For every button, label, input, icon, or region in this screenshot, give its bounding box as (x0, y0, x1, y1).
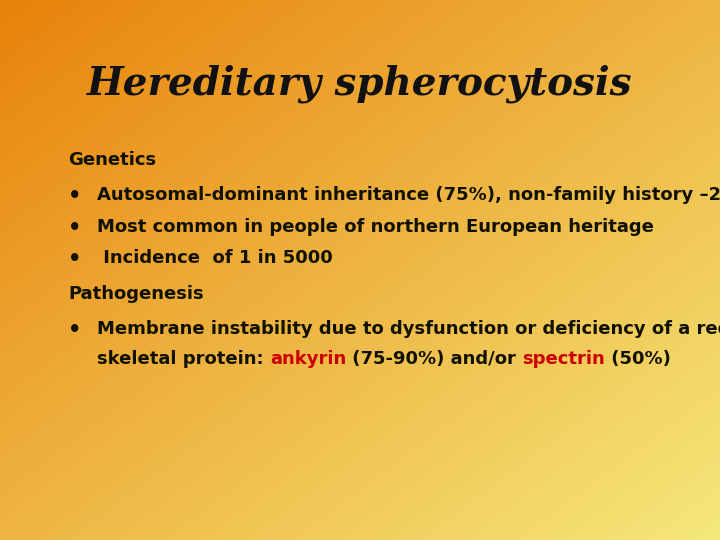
Text: Hereditary spherocytosis: Hereditary spherocytosis (87, 65, 633, 103)
Text: skeletal protein:: skeletal protein: (97, 350, 270, 368)
Text: (50%): (50%) (606, 350, 671, 368)
Text: •: • (68, 320, 82, 340)
Text: spectrin: spectrin (523, 350, 606, 368)
Text: Autosomal-dominant inheritance (75%), non-family history –25%: Autosomal-dominant inheritance (75%), no… (97, 186, 720, 204)
Text: •: • (68, 186, 82, 206)
Text: (75-90%) and/or: (75-90%) and/or (346, 350, 523, 368)
Text: Most common in people of northern European heritage: Most common in people of northern Europe… (97, 218, 654, 235)
Text: Pathogenesis: Pathogenesis (68, 285, 204, 303)
Text: •: • (68, 249, 82, 269)
Text: •: • (68, 218, 82, 238)
Text: Genetics: Genetics (68, 151, 156, 169)
Text: Membrane instability due to dysfunction or deficiency of a red cell: Membrane instability due to dysfunction … (97, 320, 720, 338)
Text: Incidence  of 1 in 5000: Incidence of 1 in 5000 (97, 249, 333, 267)
Text: ankyrin: ankyrin (270, 350, 346, 368)
